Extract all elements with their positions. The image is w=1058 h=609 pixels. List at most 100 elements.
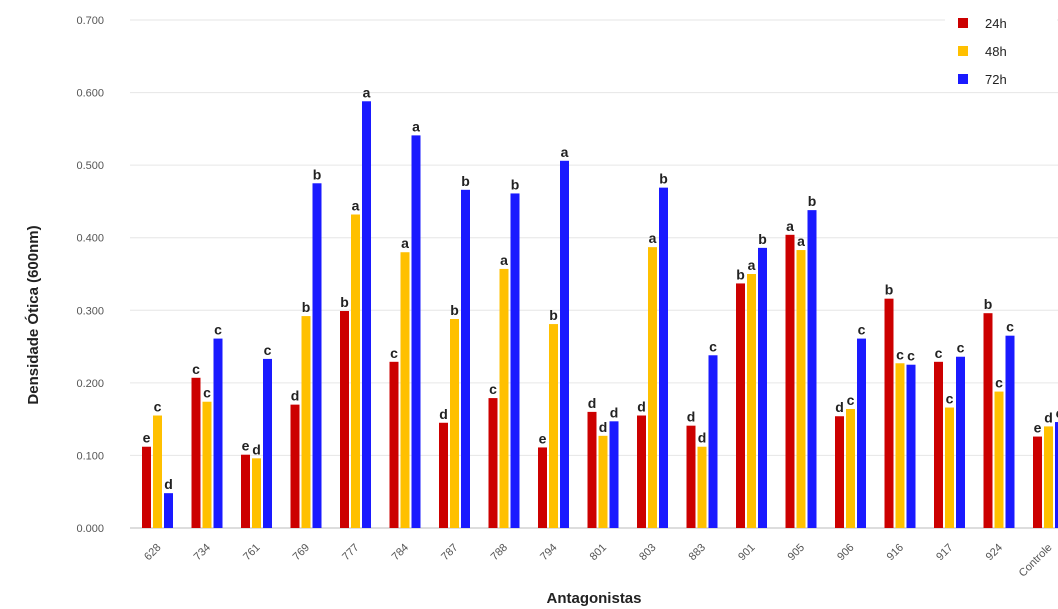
bar-72h-777 xyxy=(362,101,371,528)
bar-24h-769 xyxy=(290,404,300,528)
bar-48h-761 xyxy=(252,458,261,528)
x-tick-label: 906 xyxy=(835,542,856,563)
bar-letter-label: d xyxy=(835,399,844,415)
legend-swatch-48h xyxy=(958,46,968,56)
grid-lines xyxy=(130,19,1058,529)
bar-letter-label: d xyxy=(164,476,173,492)
bar-letter-label: c xyxy=(995,375,1003,391)
bar-letter-label: c xyxy=(1056,405,1058,421)
bar-letter-label: b xyxy=(302,299,311,315)
bar-48h-777 xyxy=(351,214,360,528)
x-tick-label: 905 xyxy=(786,542,807,563)
y-tick-label: 0.700 xyxy=(76,15,104,27)
y-tick-label: 0.200 xyxy=(76,378,104,390)
bar-24h-883 xyxy=(686,425,696,528)
bar-letter-label: b xyxy=(549,307,558,323)
bar-letter-label: d xyxy=(637,399,646,415)
bar-72h-628 xyxy=(164,493,173,528)
bar-letter-label: a xyxy=(500,252,508,268)
bar-48h-905 xyxy=(796,250,806,528)
bar-letter-label: b xyxy=(659,171,668,187)
bar-24h-924 xyxy=(983,313,993,528)
bar-letter-label: d xyxy=(599,419,608,435)
bar-letter-label: a xyxy=(363,84,371,100)
bar-letter-label: c xyxy=(709,338,717,354)
bar-48h-803 xyxy=(648,247,657,529)
bar-72h-761 xyxy=(263,358,272,528)
x-tick-label: 924 xyxy=(984,542,1005,563)
bar-letter-label: a xyxy=(412,118,420,134)
bar-letter-label: c xyxy=(957,340,965,356)
bar-24h-803 xyxy=(637,415,646,528)
bar-letter-label: a xyxy=(561,144,569,160)
bar-letter-label: b xyxy=(313,166,322,182)
bar-72h-784 xyxy=(411,135,421,529)
bar-24h-734 xyxy=(191,377,201,528)
bar-24h-906 xyxy=(835,416,844,528)
bar-letter-label: b xyxy=(736,266,745,282)
y-tick-label: 0.500 xyxy=(76,160,104,172)
bar-24h-777 xyxy=(340,311,349,528)
bar-24h-787 xyxy=(439,422,448,528)
bar-letter-label: c xyxy=(203,385,211,401)
bar-letter-label: a xyxy=(401,235,409,251)
bar-letter-label: d xyxy=(610,404,619,420)
bar-72h-924 xyxy=(1005,335,1015,528)
y-axis-title: Densidade Ótica (600nm) xyxy=(24,225,42,404)
bar-48h-906 xyxy=(846,408,855,528)
bar-24h-801 xyxy=(587,411,597,528)
x-axis-ticks: 628 734 761 769 777 784 787 788 794 801 803 883 901 9… xyxy=(142,542,1054,580)
bar-letter-label: d xyxy=(1044,409,1053,425)
bar-48h-883 xyxy=(697,446,707,528)
x-tick-label: 769 xyxy=(291,542,312,563)
bar-letter-label: b xyxy=(984,296,993,312)
bar-letter-label: a xyxy=(748,257,756,273)
bar-letter-label: d xyxy=(698,430,707,446)
bar-letter-label: d xyxy=(439,406,448,422)
bar-24h-788 xyxy=(488,398,498,528)
bar-letter-label: c xyxy=(154,399,162,415)
bar-letter-label: c xyxy=(192,361,200,377)
bar-48h-734 xyxy=(202,401,212,528)
bar-letter-label: c xyxy=(264,342,272,358)
legend-swatch-72h xyxy=(958,74,968,84)
bar-letter-label: c xyxy=(935,345,943,361)
bar-letter-label: b xyxy=(340,294,349,310)
legend-label-72h: 72h xyxy=(985,72,1007,87)
bar-letter-label: b xyxy=(461,173,470,189)
bar-48h-628 xyxy=(153,415,162,528)
bar-48h-901 xyxy=(747,274,756,528)
bar-letter-label: d xyxy=(291,388,300,404)
bar-72h-916 xyxy=(906,364,916,528)
x-tick-label: 734 xyxy=(192,542,213,563)
bar-48h-769 xyxy=(301,316,311,528)
x-tick-label: 777 xyxy=(340,542,361,563)
bar-letter-label: d xyxy=(687,409,696,425)
bar-letter-label: b xyxy=(758,231,767,247)
bar-letter-label: c xyxy=(858,322,866,338)
x-tick-label: 628 xyxy=(142,542,163,563)
bar-letter-label: c xyxy=(946,391,954,407)
bar-letter-label: a xyxy=(786,218,794,234)
bar-letter-label: a xyxy=(649,230,657,246)
bar-letter-label: c xyxy=(1006,319,1014,335)
bar-letter-label: c xyxy=(847,392,855,408)
x-tick-label: 916 xyxy=(885,542,906,563)
legend-label-24h: 24h xyxy=(985,16,1007,31)
legend: 24h 48h 72h xyxy=(945,4,1057,92)
y-tick-label: 0.300 xyxy=(76,305,104,317)
bar-48h-801 xyxy=(598,435,608,528)
bar-letter-label: c xyxy=(489,381,497,397)
bar-72h-917 xyxy=(956,356,965,528)
x-tick-label: 761 xyxy=(241,542,262,563)
bar-24h-628 xyxy=(142,446,151,528)
bar-letter-label: e xyxy=(143,430,151,446)
bar-72h-794 xyxy=(560,160,569,528)
bar-letter-label: c xyxy=(214,322,222,338)
bar-72h-901 xyxy=(758,247,767,529)
x-tick-label: 803 xyxy=(637,542,658,563)
bar-letter-label: d xyxy=(588,395,597,411)
bar-24h-761 xyxy=(241,454,250,528)
